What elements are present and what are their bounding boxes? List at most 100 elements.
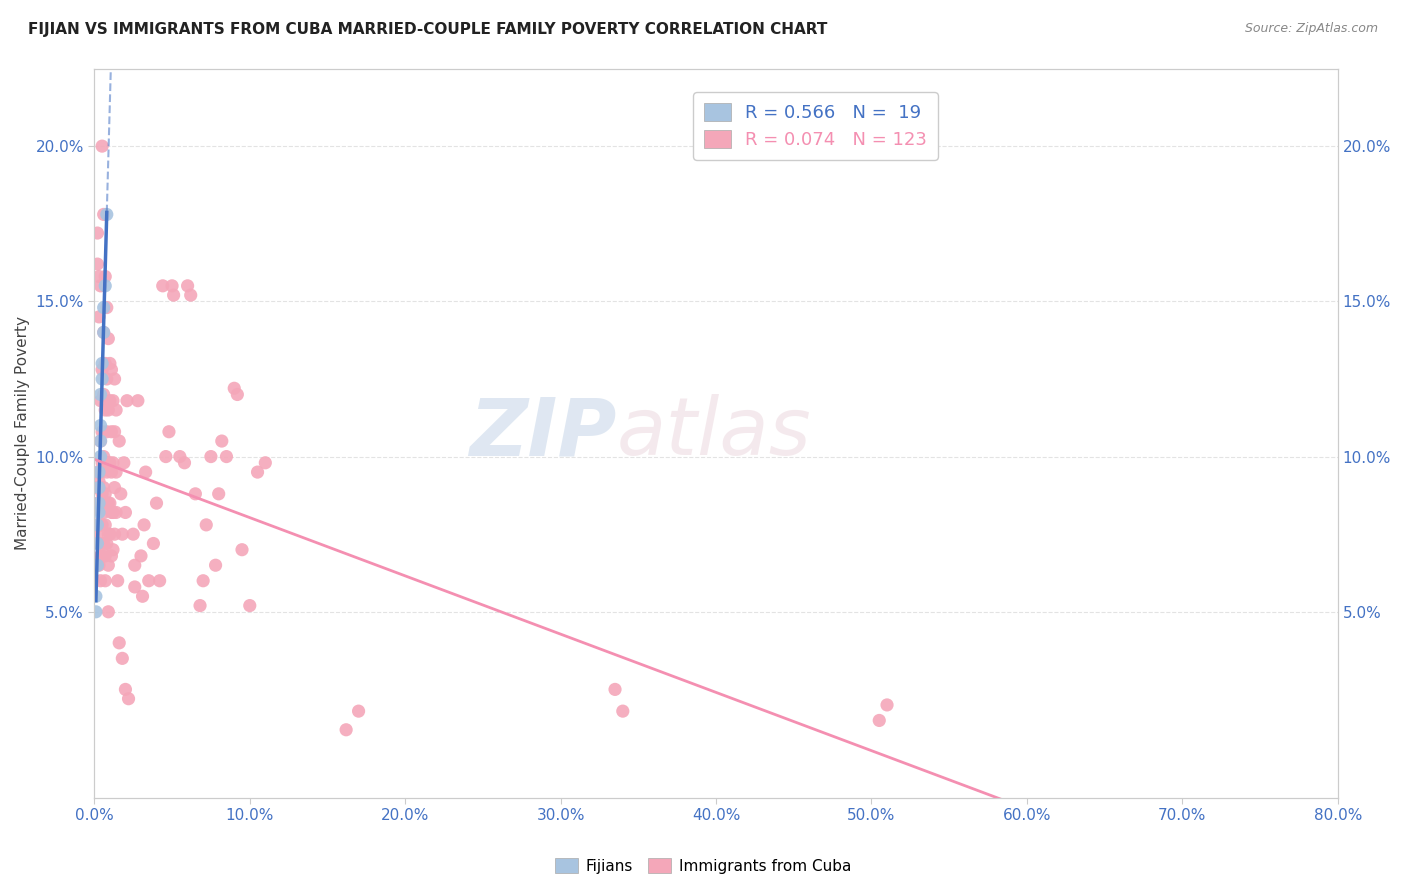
Point — [86, 226, 108, 240]
Point — [96, 496, 118, 510]
Point — [86, 496, 108, 510]
Point — [184, 487, 207, 501]
Point — [97, 527, 120, 541]
Point — [231, 542, 253, 557]
Point — [84, 502, 107, 516]
Point — [90, 496, 112, 510]
Point — [111, 527, 134, 541]
Point — [84, 589, 107, 603]
Point — [129, 549, 152, 563]
Point — [98, 496, 121, 510]
Point — [239, 599, 262, 613]
Point — [124, 580, 146, 594]
Point — [117, 691, 139, 706]
Point — [94, 356, 117, 370]
Point — [98, 456, 121, 470]
Point — [135, 465, 157, 479]
Point — [169, 450, 191, 464]
Point — [84, 605, 107, 619]
Point — [90, 465, 112, 479]
Legend: Fijians, Immigrants from Cuba: Fijians, Immigrants from Cuba — [548, 852, 858, 880]
Point — [98, 527, 121, 541]
Point — [93, 387, 115, 401]
Point — [100, 549, 122, 563]
Point — [93, 536, 115, 550]
Point — [86, 257, 108, 271]
Point — [111, 651, 134, 665]
Point — [96, 425, 118, 439]
Point — [87, 506, 110, 520]
Point — [105, 506, 128, 520]
Point — [103, 527, 125, 541]
Point — [91, 456, 114, 470]
Text: Source: ZipAtlas.com: Source: ZipAtlas.com — [1244, 22, 1378, 36]
Point — [87, 496, 110, 510]
Point — [90, 393, 112, 408]
Point — [115, 393, 138, 408]
Point — [160, 278, 183, 293]
Point — [87, 481, 110, 495]
Point — [347, 704, 370, 718]
Point — [103, 372, 125, 386]
Point — [94, 456, 117, 470]
Point — [87, 558, 110, 573]
Point — [603, 682, 626, 697]
Point — [98, 356, 121, 370]
Point — [188, 599, 211, 613]
Point — [96, 207, 118, 221]
Point — [162, 288, 184, 302]
Point — [90, 574, 112, 588]
Point — [91, 425, 114, 439]
Point — [103, 481, 125, 495]
Point — [103, 425, 125, 439]
Point — [91, 549, 114, 563]
Point — [93, 450, 115, 464]
Point — [90, 434, 112, 448]
Point — [122, 527, 145, 541]
Point — [155, 450, 177, 464]
Point — [87, 496, 110, 510]
Point — [93, 326, 115, 340]
Point — [612, 704, 634, 718]
Point — [87, 536, 110, 550]
Point — [215, 450, 238, 464]
Point — [90, 549, 112, 563]
Point — [90, 450, 112, 464]
Point — [91, 356, 114, 370]
Point — [105, 465, 128, 479]
Text: FIJIAN VS IMMIGRANTS FROM CUBA MARRIED-COUPLE FAMILY POVERTY CORRELATION CHART: FIJIAN VS IMMIGRANTS FROM CUBA MARRIED-C… — [28, 22, 828, 37]
Point — [98, 393, 121, 408]
Point — [94, 517, 117, 532]
Point — [84, 517, 107, 532]
Point — [101, 506, 124, 520]
Point — [142, 536, 165, 550]
Point — [90, 387, 112, 401]
Point — [335, 723, 357, 737]
Point — [114, 682, 136, 697]
Point — [86, 527, 108, 541]
Point — [191, 574, 214, 588]
Point — [152, 278, 174, 293]
Point — [180, 288, 202, 302]
Point — [94, 574, 117, 588]
Point — [87, 517, 110, 532]
Point — [93, 326, 115, 340]
Point — [195, 517, 218, 532]
Point — [226, 387, 249, 401]
Point — [107, 574, 129, 588]
Point — [132, 517, 155, 532]
Point — [91, 362, 114, 376]
Point — [110, 487, 132, 501]
Point — [96, 536, 118, 550]
Point — [94, 269, 117, 284]
Point — [112, 456, 135, 470]
Point — [124, 558, 146, 573]
Point — [101, 456, 124, 470]
Point — [96, 301, 118, 315]
Point — [86, 558, 108, 573]
Point — [90, 517, 112, 532]
Point — [87, 269, 110, 284]
Point — [100, 506, 122, 520]
Point — [97, 403, 120, 417]
Point — [211, 434, 233, 448]
